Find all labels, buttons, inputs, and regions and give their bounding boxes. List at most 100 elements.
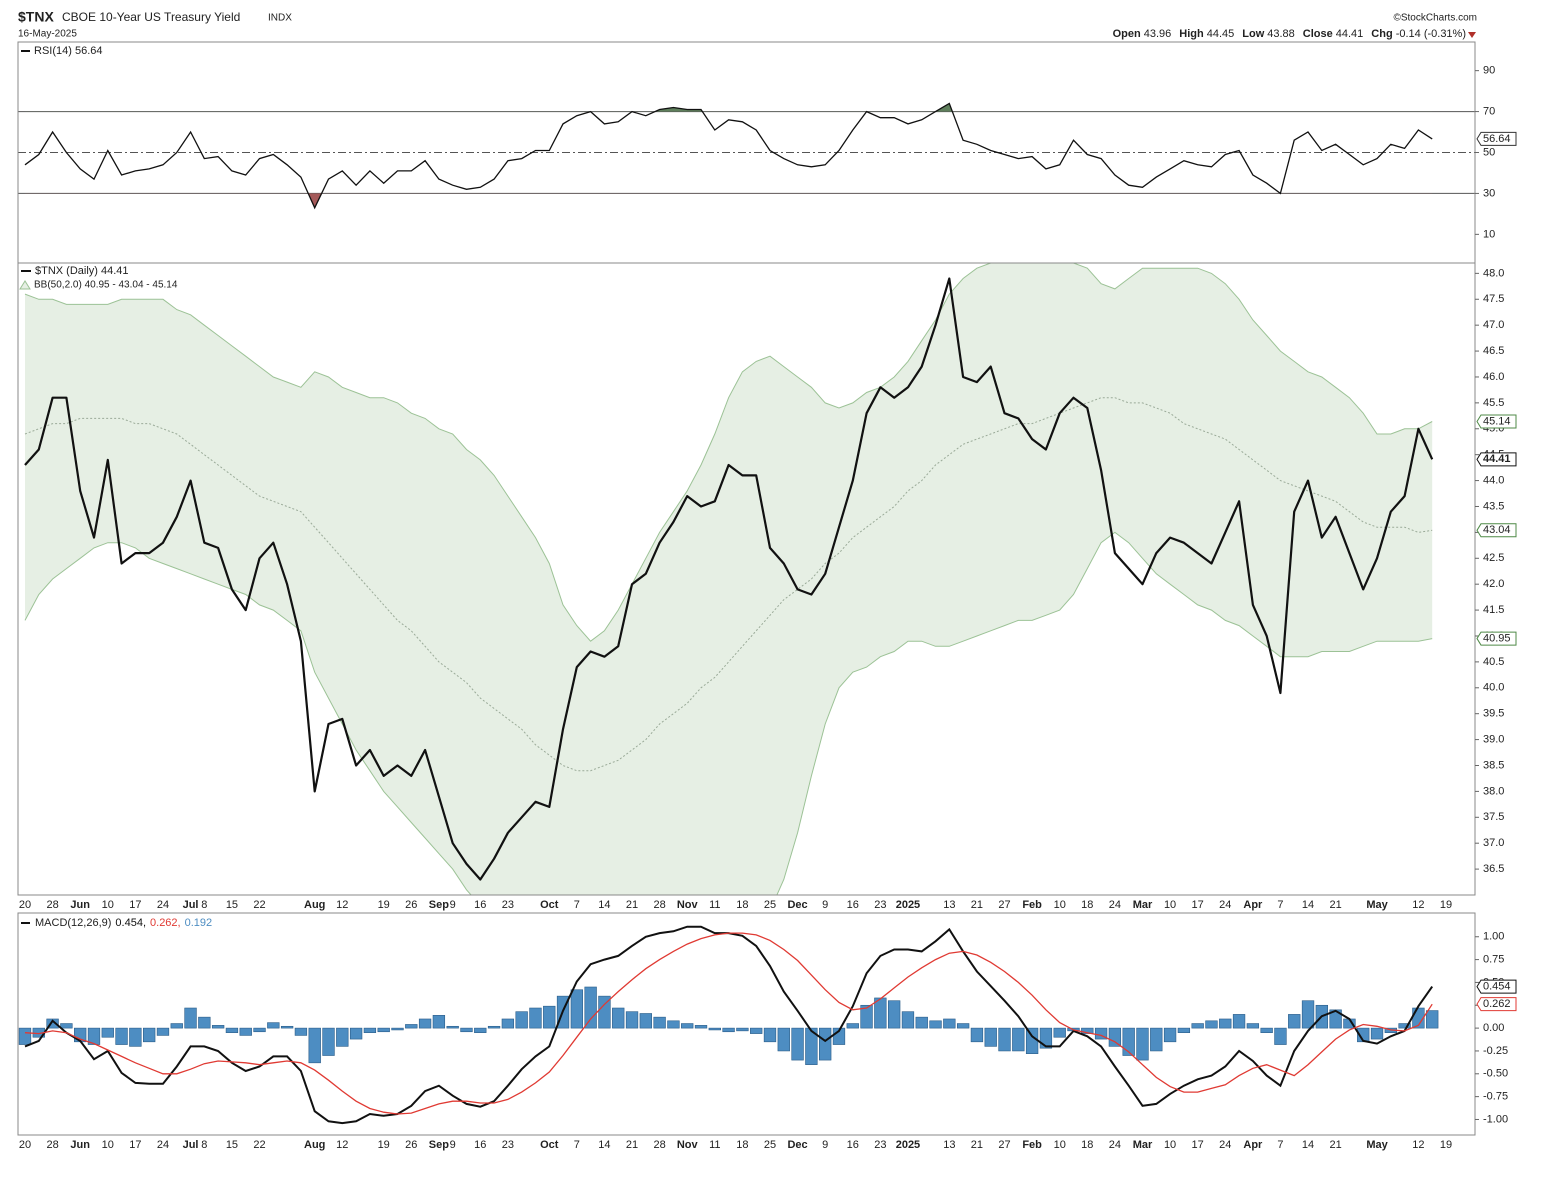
quote-value: -0.14 (-0.31%) — [1396, 28, 1466, 40]
y-tick-label: 43.5 — [1483, 500, 1504, 512]
histogram-bar — [294, 1027, 308, 1036]
histogram-bar — [363, 1027, 377, 1033]
x-tick-label: 27 — [998, 899, 1010, 911]
x-tick-label: 24 — [1109, 899, 1121, 911]
histogram-bar — [956, 1023, 970, 1029]
y-tick-label: 40.0 — [1483, 682, 1504, 694]
histogram-bar — [115, 1027, 128, 1045]
histogram-bar — [170, 1023, 183, 1029]
x-tick-label: 12 — [1412, 899, 1424, 911]
histogram-bar — [1301, 1000, 1315, 1029]
x-tick-label: 23 — [502, 899, 514, 911]
x-tick-label: 9 — [822, 899, 828, 911]
histogram-bar — [308, 1027, 321, 1064]
x-tick-label: 8 — [201, 899, 207, 911]
value-box — [1476, 131, 1517, 146]
histogram-bar — [405, 1024, 418, 1029]
histogram-bar — [280, 1025, 294, 1029]
y-tick-label: 70 — [1483, 105, 1495, 117]
x-tick-label: 21 — [1330, 1139, 1342, 1151]
x-tick-label: 9 — [450, 1139, 456, 1151]
x-tick-label: 13 — [943, 899, 955, 911]
x-tick-label: Aug — [304, 899, 325, 911]
x-tick-label: 28 — [653, 1139, 665, 1151]
histogram-bar — [391, 1027, 404, 1031]
x-tick-label: May — [1366, 899, 1388, 911]
x-tick-label: Jul — [183, 1139, 199, 1151]
x-tick-label: 19 — [1440, 899, 1452, 911]
value-box-label: 0.262 — [1483, 998, 1511, 1010]
y-tick-label: 42.5 — [1483, 552, 1504, 564]
x-tick-label: May — [1366, 1139, 1388, 1151]
histogram-bar — [901, 1011, 915, 1029]
y-tick-label: -0.50 — [1483, 1068, 1508, 1080]
x-tick-label: Nov — [677, 1139, 699, 1151]
histogram-bar — [639, 1013, 652, 1029]
histogram-bar — [1177, 1027, 1191, 1033]
x-tick-label: 22 — [253, 899, 265, 911]
histogram-bar — [239, 1027, 252, 1036]
x-tick-label: 24 — [1219, 899, 1231, 911]
histogram-bar — [225, 1027, 239, 1033]
histogram-bar — [46, 1018, 59, 1029]
x-tick-label: 21 — [971, 899, 983, 911]
x-tick-label: 17 — [1192, 899, 1204, 911]
histogram-bar — [143, 1027, 156, 1043]
x-tick-label: Feb — [1022, 899, 1042, 911]
x-tick-label: 18 — [1081, 899, 1093, 911]
x-tick-label: 18 — [736, 1139, 748, 1151]
x-tick-label: Dec — [787, 1139, 807, 1151]
x-tick-label: 17 — [129, 899, 141, 911]
histogram-bar — [887, 1000, 901, 1029]
x-tick-label: 26 — [405, 899, 417, 911]
histogram-bar — [1012, 1027, 1025, 1052]
x-tick-label: 11 — [709, 1139, 720, 1151]
x-tick-label: 23 — [874, 1139, 886, 1151]
x-tick-label: 18 — [736, 899, 748, 911]
y-tick-label: 46.0 — [1483, 371, 1504, 383]
value-box — [1476, 997, 1517, 1012]
x-tick-label: Sep — [429, 1139, 449, 1151]
x-tick-label: 24 — [157, 899, 169, 911]
exchange: INDX — [268, 13, 292, 24]
rsi-zone-fill — [25, 193, 1433, 208]
histogram-bar — [501, 1018, 515, 1029]
x-tick-label: 9 — [450, 899, 456, 911]
quote-label: Close — [1303, 28, 1333, 40]
histogram-bar — [1246, 1023, 1260, 1029]
histogram-bar — [584, 986, 597, 1029]
rsi-line — [24, 102, 1433, 210]
x-tick-label: 28 — [46, 1139, 58, 1151]
histogram-bar — [694, 1025, 708, 1029]
histogram-bar — [1398, 1023, 1411, 1029]
x-tick-label: 10 — [1054, 1139, 1066, 1151]
x-tick-label: 7 — [1277, 899, 1283, 911]
band-middle — [24, 397, 1433, 772]
y-tick-label: 48.0 — [1483, 267, 1504, 279]
histogram-bar — [791, 1027, 804, 1061]
quote-value: 43.88 — [1267, 28, 1295, 40]
histogram-bar — [377, 1027, 390, 1033]
legend-label: 0.262, — [150, 917, 181, 929]
histogram-bar — [101, 1027, 114, 1038]
histogram-bar — [929, 1020, 942, 1029]
x-tick-label: 10 — [1054, 899, 1066, 911]
plot-area — [24, 263, 1434, 895]
x-tick-label: 8 — [201, 1139, 207, 1151]
histogram-bar — [1205, 1020, 1218, 1029]
quote-value: 44.45 — [1207, 28, 1235, 40]
histogram-bar — [598, 995, 611, 1029]
histogram-bar — [1122, 1027, 1135, 1056]
panel-frame — [17, 912, 1476, 1136]
value-box — [1476, 631, 1517, 646]
histogram-bar — [446, 1025, 459, 1029]
x-tick-label: Mar — [1133, 899, 1153, 911]
x-tick-label: 21 — [971, 1139, 983, 1151]
histogram-bar — [1260, 1027, 1273, 1033]
y-tick-label: 42.0 — [1483, 578, 1504, 590]
x-tick-label: 19 — [1440, 1139, 1452, 1151]
histogram-bar — [60, 1023, 73, 1029]
histogram-bar — [267, 1022, 280, 1029]
y-tick-label: 0.75 — [1483, 953, 1504, 965]
